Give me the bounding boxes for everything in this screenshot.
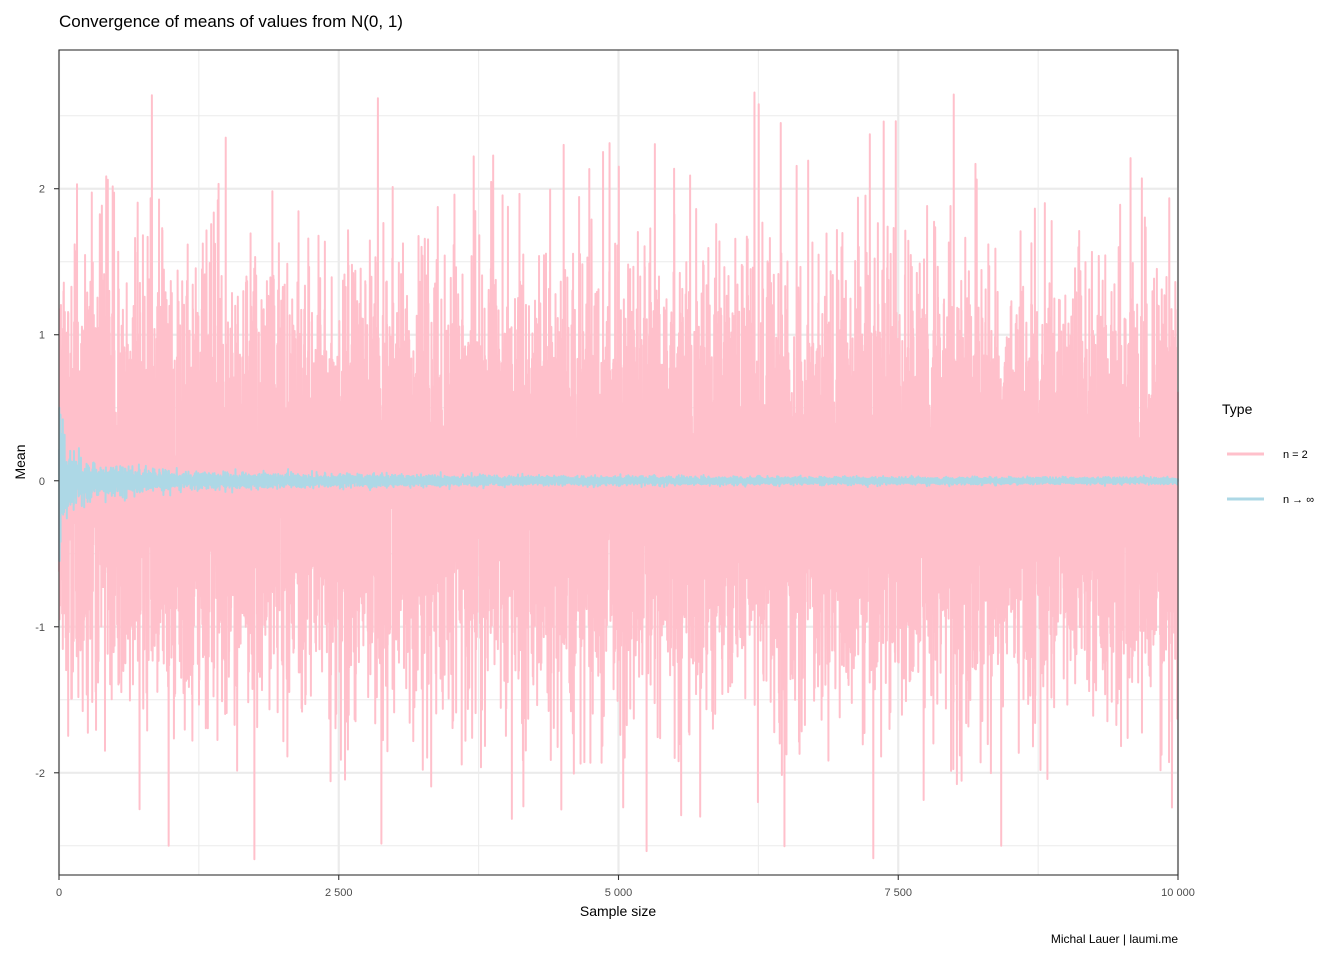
x-tick-label: 5 000 (605, 887, 633, 899)
x-tick-label: 7 500 (884, 887, 912, 899)
caption: Michal Lauer | laumi.me (1051, 932, 1178, 946)
x-axis: 0 2 500 5 000 7 500 10 000 (56, 875, 1195, 899)
x-tick-label: 0 (56, 887, 62, 899)
y-tick-label: -1 (35, 622, 45, 634)
legend-label-ninf: n → ∞ (1283, 494, 1314, 506)
legend-label-n2: n = 2 (1283, 449, 1308, 461)
y-tick-label: -2 (35, 768, 45, 780)
x-tick-label: 10 000 (1161, 887, 1195, 899)
y-tick-label: 1 (39, 330, 45, 342)
plot-panel (57, 49, 1180, 876)
x-tick-label: 2 500 (325, 887, 353, 899)
series-line-ninf (58, 406, 1179, 563)
x-axis-title: Sample size (580, 903, 656, 919)
series-layer (58, 91, 1179, 861)
y-axis-title: Mean (12, 444, 28, 479)
legend: Type n = 2 n → ∞ (1222, 401, 1314, 506)
chart-title: Convergence of means of values from N(0,… (59, 12, 403, 31)
y-tick-label: 2 (39, 184, 45, 196)
y-axis: -2 -1 0 1 2 (35, 184, 59, 780)
y-tick-label: 0 (39, 476, 45, 488)
legend-title: Type (1222, 401, 1253, 417)
